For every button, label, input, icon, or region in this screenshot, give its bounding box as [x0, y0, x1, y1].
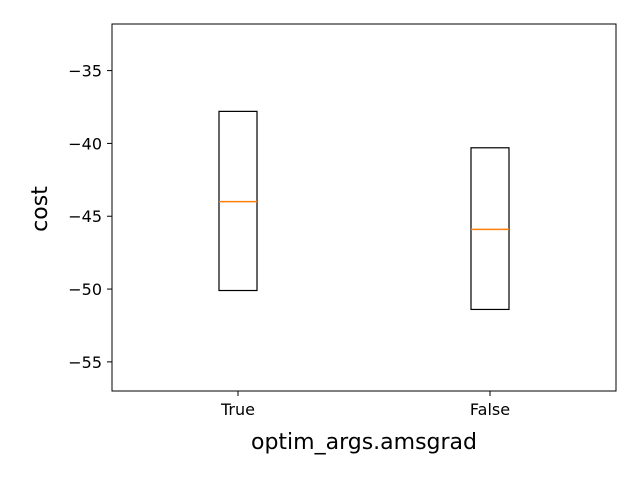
x-tick-label: True [220, 400, 255, 419]
y-tick-label: −40 [68, 134, 102, 153]
x-axis: True False [220, 391, 510, 419]
x-tick-label: False [470, 400, 510, 419]
y-axis-title: cost [28, 186, 53, 232]
y-tick-label: −50 [68, 280, 102, 299]
y-tick-label: −55 [68, 353, 102, 372]
y-axis: −35 −40 −45 −50 −55 [68, 62, 112, 372]
plot-area [112, 24, 616, 391]
y-tick-label: −35 [68, 62, 102, 81]
y-tick-label: −45 [68, 207, 102, 226]
x-axis-title: optim_args.amsgrad [251, 430, 477, 455]
plot-frame [111, 23, 617, 392]
boxes [218, 110, 510, 311]
